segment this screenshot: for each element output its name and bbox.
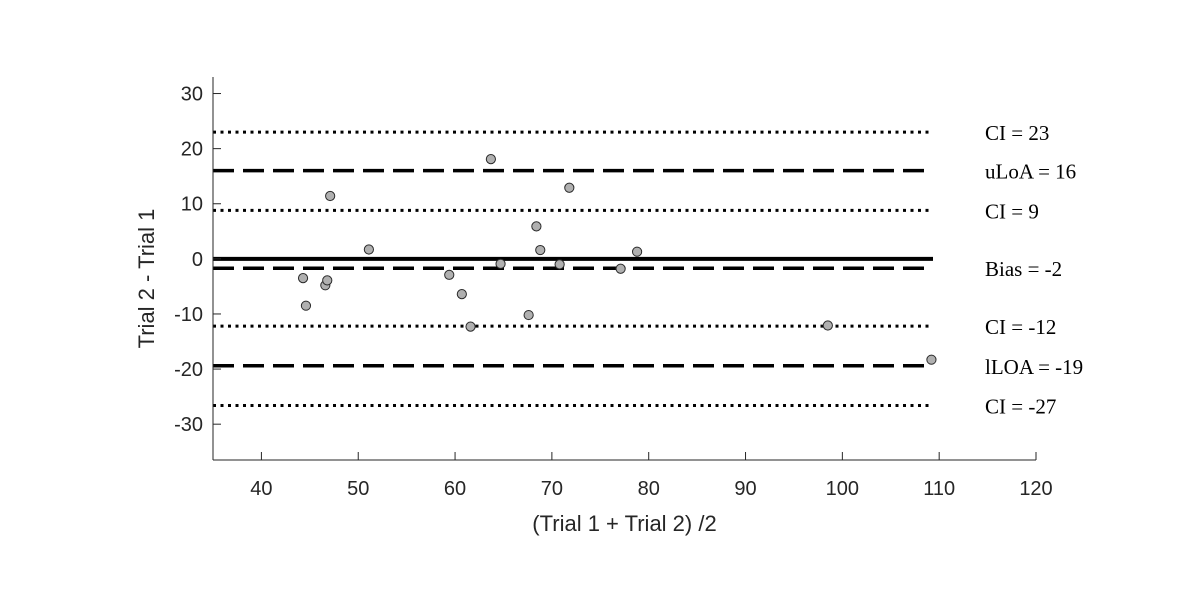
data-point bbox=[297, 273, 309, 284]
x-tick-label: 80 bbox=[638, 478, 660, 500]
y-axis-ticks: -30 -20 -10 0 10 20 30 bbox=[174, 84, 221, 436]
data-point bbox=[631, 246, 643, 257]
data-points bbox=[297, 154, 937, 365]
y-axis-title: Trial 2 - Trial 1 bbox=[134, 209, 159, 349]
x-tick-label: 120 bbox=[1019, 478, 1052, 500]
axes bbox=[212, 77, 1036, 461]
data-point bbox=[822, 320, 833, 331]
data-point bbox=[564, 182, 575, 193]
y-tick-label: 20 bbox=[181, 139, 203, 161]
data-point bbox=[535, 244, 546, 256]
ci-upper-upper-label: CI = 23 bbox=[985, 121, 1049, 145]
lower-loa-label: lLOA = -19 bbox=[985, 355, 1083, 379]
data-point bbox=[615, 263, 626, 274]
y-tick-label: -10 bbox=[174, 304, 203, 326]
x-axis-ticks: 40 50 60 70 80 90 100 110 120 bbox=[250, 452, 1053, 500]
data-point bbox=[495, 258, 506, 269]
reference-lines bbox=[213, 130, 933, 407]
ci-upper-lower-label: CI = 9 bbox=[985, 199, 1039, 223]
data-point bbox=[523, 309, 534, 321]
data-point bbox=[300, 300, 312, 311]
reference-labels: CI = 23 uLoA = 16 CI = 9 Bias = -2 CI = -12 l… bbox=[985, 121, 1083, 418]
data-point bbox=[363, 244, 374, 255]
data-point bbox=[444, 269, 455, 280]
x-tick-label: 110 bbox=[923, 478, 955, 500]
data-point bbox=[465, 321, 476, 332]
x-tick-label: 40 bbox=[250, 478, 272, 500]
data-point bbox=[456, 289, 467, 300]
upper-loa-label: uLoA = 16 bbox=[985, 160, 1076, 184]
x-tick-label: 50 bbox=[347, 478, 369, 500]
x-axis-title: (Trial 1 + Trial 2) /2 bbox=[532, 511, 716, 536]
data-point bbox=[531, 221, 542, 232]
data-point bbox=[325, 190, 336, 202]
y-tick-label: -30 bbox=[174, 414, 203, 436]
ci-lower-lower-label: CI = -27 bbox=[985, 394, 1056, 418]
y-tick-label: -20 bbox=[174, 359, 203, 381]
x-tick-label: 60 bbox=[444, 478, 466, 500]
data-point bbox=[926, 354, 937, 365]
data-point bbox=[554, 259, 565, 270]
data-point bbox=[485, 154, 496, 165]
x-tick-label: 100 bbox=[826, 478, 859, 500]
ci-lower-upper-label: CI = -12 bbox=[985, 315, 1056, 339]
y-tick-label: 10 bbox=[181, 194, 203, 216]
y-tick-label: 0 bbox=[192, 249, 203, 271]
bias-label: Bias = -2 bbox=[985, 257, 1062, 281]
data-point bbox=[322, 275, 333, 286]
x-tick-label: 90 bbox=[734, 478, 756, 500]
x-tick-label: 70 bbox=[541, 478, 563, 500]
y-tick-label: 30 bbox=[181, 84, 203, 106]
